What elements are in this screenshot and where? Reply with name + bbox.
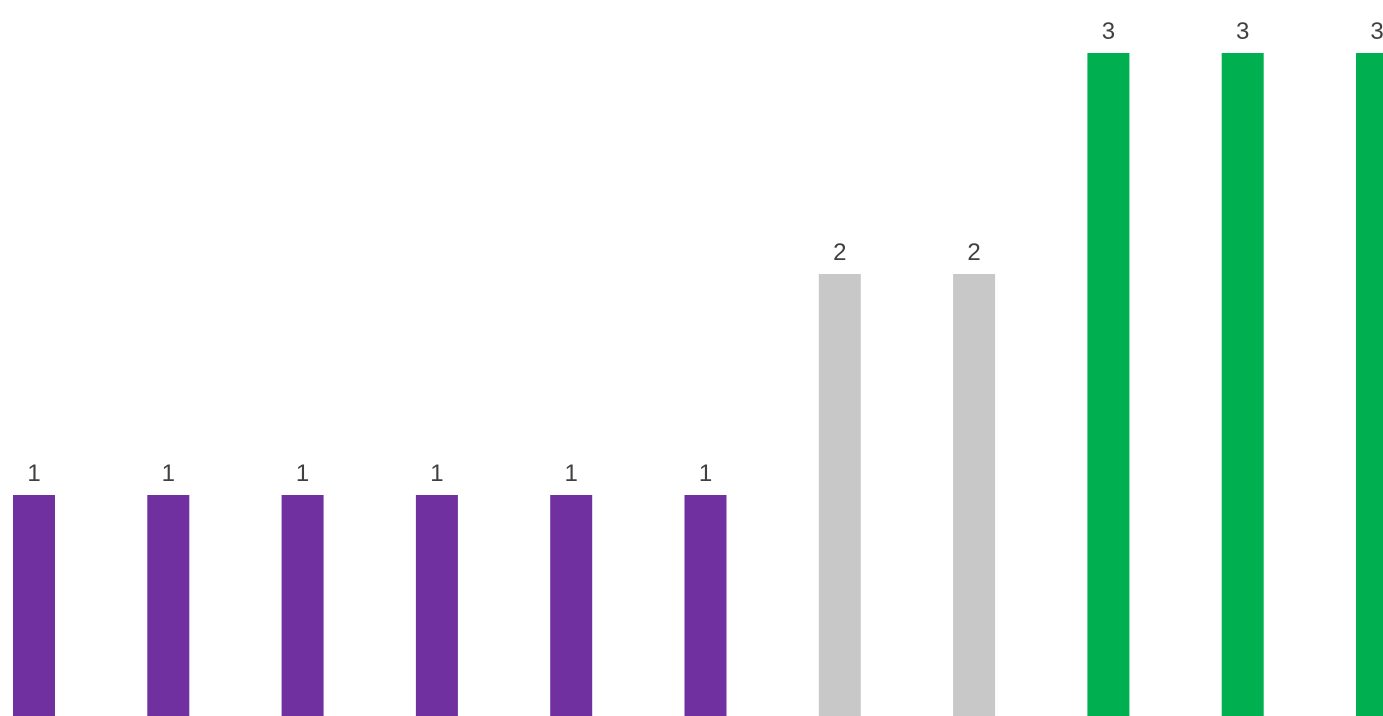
- data-label-5: 1: [565, 460, 578, 487]
- bar-5: [550, 495, 593, 716]
- data-label-11: 3: [1370, 18, 1383, 45]
- data-label-4: 1: [430, 460, 443, 487]
- bar-4: [415, 495, 458, 716]
- bar-9: [1087, 53, 1130, 716]
- bar-11: [1356, 53, 1383, 716]
- data-labels-group: 1 1 1 1 1 1 2 2 3 3 3: [27, 18, 1383, 487]
- bar-7: [818, 274, 861, 716]
- bar-1: [13, 495, 55, 716]
- data-label-8: 2: [967, 239, 980, 266]
- data-label-2: 1: [162, 460, 175, 487]
- bar-3: [281, 495, 324, 716]
- data-label-7: 2: [833, 239, 846, 266]
- bar-10: [1221, 53, 1264, 716]
- data-label-6: 1: [699, 460, 712, 487]
- bars-group: [13, 53, 1383, 716]
- bar-6: [684, 495, 727, 716]
- data-label-3: 1: [296, 460, 309, 487]
- data-label-1: 1: [27, 460, 40, 487]
- bar-8: [953, 274, 996, 716]
- data-label-10: 3: [1236, 18, 1249, 45]
- bar-2: [147, 495, 190, 716]
- data-label-9: 3: [1102, 18, 1115, 45]
